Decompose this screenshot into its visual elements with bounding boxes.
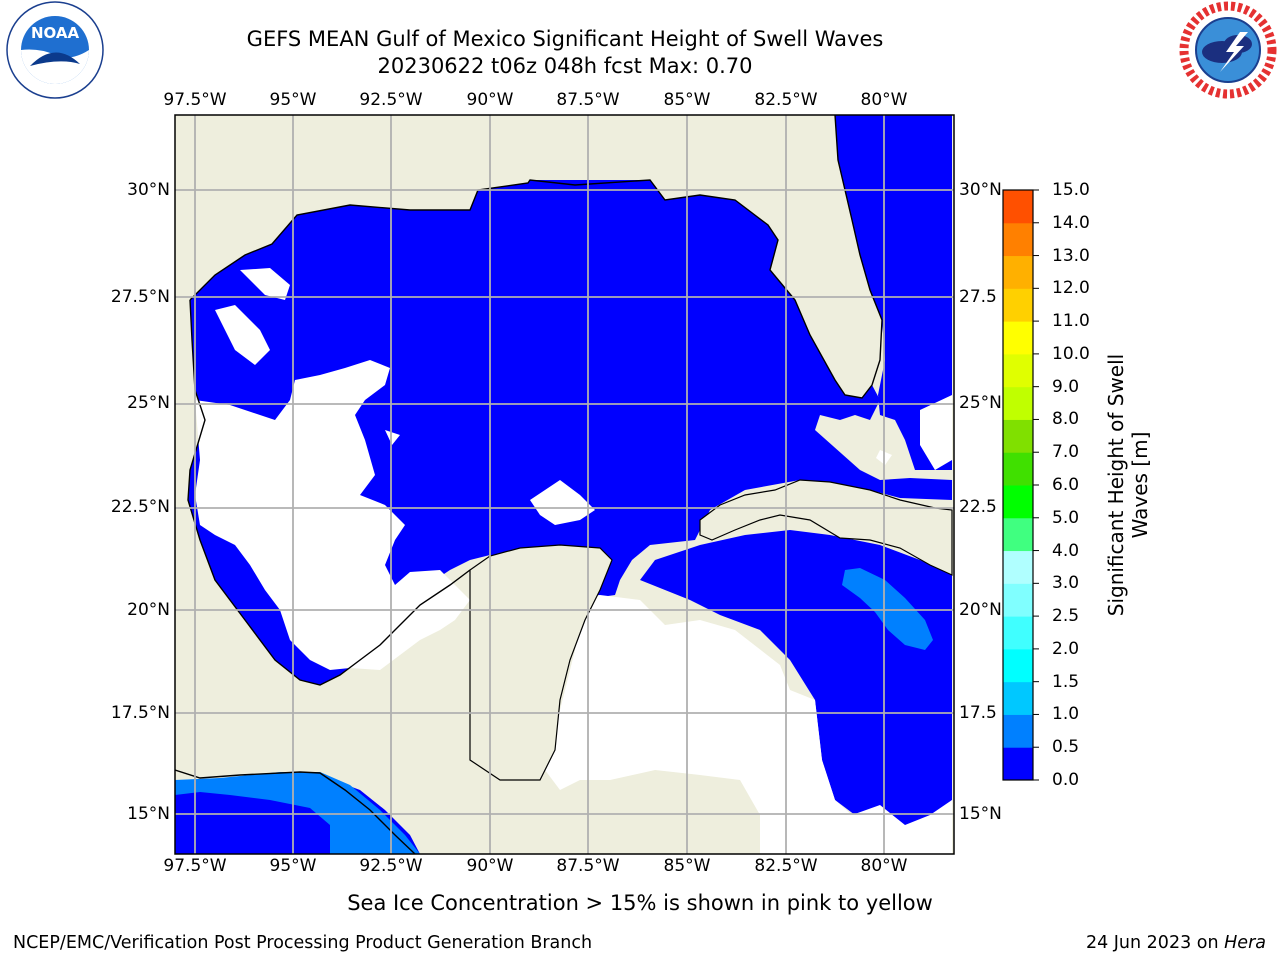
colorbar-segment: [1003, 288, 1033, 322]
nws-logo: [1179, 1, 1277, 99]
map-area: [175, 115, 954, 854]
colorbar-tick-label: 11.0: [1052, 311, 1090, 332]
colorbar-segment: [1003, 485, 1033, 519]
colorbar-tick-label: 0.5: [1052, 737, 1080, 758]
lon-label-bottom: 87.5°W: [556, 856, 620, 876]
lat-label-right: 20°N: [959, 600, 1002, 620]
colorbar-segment: [1003, 222, 1033, 257]
colorbar-segment: [1003, 648, 1033, 683]
colorbar-segment: [1003, 255, 1033, 289]
lat-label-left: 20°N: [127, 600, 170, 620]
lat-label-right: 22.5: [959, 497, 997, 517]
colorbar-segment: [1003, 550, 1033, 584]
lat-label-right: 27.5: [959, 287, 997, 307]
cuba: [699, 479, 953, 576]
generation-date: 24 Jun 2023 on Hera: [1086, 933, 1266, 953]
lon-label-bottom: 80°W: [860, 856, 908, 876]
colorbar-label: Significant Height of Swell Waves [m]: [1104, 353, 1152, 617]
colorbar-segment: [1003, 386, 1033, 420]
colorbar-segment: [1003, 616, 1033, 650]
lat-label-right: 17.5: [959, 703, 997, 723]
colorbar-tick-label: 2.0: [1052, 638, 1080, 659]
yucatan: [469, 544, 613, 781]
lat-label-right: 15°N: [959, 804, 1002, 824]
colorbar-segment: [1003, 583, 1033, 617]
colorbar-segment: [1003, 321, 1033, 355]
nodata-patches: [195, 268, 952, 854]
map-subtitle: 20230622 t06z 048h fcst Max: 0.70: [377, 54, 753, 78]
colorbar-segment: [1003, 681, 1033, 715]
lon-label-top: 97.5°W: [163, 90, 227, 110]
svg-text:NOAA: NOAA: [31, 24, 80, 42]
colorbar-tick-label: 12.0: [1052, 278, 1090, 299]
atlantic-water: [835, 115, 952, 470]
colorbar-tick-label: 15.0: [1052, 180, 1090, 200]
colorbar-segment: [1003, 419, 1033, 453]
colorbar-tick-label: 10.0: [1052, 343, 1090, 364]
colorbar-tick-label: 13.0: [1052, 245, 1090, 266]
colorbar-tick-label: 6.0: [1052, 475, 1080, 495]
lat-label-left: 27.5°N: [110, 287, 170, 307]
lon-label-top: 87.5°W: [556, 90, 620, 110]
coastlines: [175, 115, 883, 854]
lon-label-bottom: 95°W: [269, 856, 317, 876]
lon-label-top: 95°W: [269, 90, 317, 110]
map-frame: [174, 114, 955, 855]
map-title: GEFS MEAN Gulf of Mexico Significant Hei…: [246, 27, 884, 51]
lat-label-left: 30°N: [127, 180, 170, 200]
colorbar-tick-label: 14.0: [1052, 212, 1090, 233]
pacific-water-mid: [175, 772, 420, 854]
colorbar-segment: [1003, 190, 1033, 224]
lon-label-bottom: 85°W: [663, 856, 711, 876]
colorbar-tick-label: 7.0: [1052, 442, 1080, 463]
colorbar-tick-label: 0.0: [1052, 770, 1080, 790]
lon-label-bottom: 97.5°W: [163, 856, 227, 876]
colorbar-segment: [1003, 452, 1033, 486]
colorbar-tick-label: 4.0: [1052, 540, 1080, 561]
lon-label-top: 92.5°W: [359, 90, 423, 110]
colorbar-tick-label: 1.0: [1052, 704, 1080, 725]
lat-label-left: 15°N: [127, 804, 170, 824]
lon-label-bottom: 92.5°W: [359, 856, 423, 876]
lon-label-top: 90°W: [466, 90, 514, 110]
colorbar-segment: [1003, 517, 1033, 552]
lat-label-left: 17.5°N: [110, 703, 170, 723]
lat-label-right: 25°N: [959, 393, 1002, 413]
generation-date-text: 24 Jun 2023 on: [1085, 933, 1225, 953]
colorbar-segment: [1003, 714, 1033, 748]
colorbar-tick-label: 9.0: [1052, 376, 1080, 397]
lon-label-top: 85°W: [663, 90, 711, 110]
colorbar: [1003, 189, 1039, 781]
noaa-logo: NOAA: [6, 1, 104, 99]
lon-label-top: 82.5°W: [754, 90, 818, 110]
lat-label-left: 22.5°N: [110, 497, 170, 517]
colorbar-tick-label: 5.0: [1052, 507, 1080, 528]
lon-label-top: 80°W: [860, 90, 908, 110]
colorbar-tick-label: 3.0: [1052, 573, 1080, 594]
lon-label-bottom: 90°W: [466, 856, 514, 876]
colorbar-tick-label: 8.0: [1052, 409, 1080, 430]
producer-credit: NCEP/EMC/Verification Post Processing Pr…: [13, 933, 593, 953]
lat-label-left: 25°N: [127, 393, 170, 413]
lon-label-bottom: 82.5°W: [754, 856, 818, 876]
colorbar-tick-label: 1.5: [1052, 671, 1080, 692]
colorbar-segment: [1003, 353, 1033, 388]
lat-label-right: 30°N: [959, 180, 1002, 200]
colorbar-segment: [1003, 747, 1033, 781]
colorbar-tick-label: 2.5: [1052, 606, 1080, 627]
caribbean-swell-mid: [842, 568, 933, 650]
host-name: Hera: [1224, 933, 1266, 953]
graticule: [175, 115, 954, 854]
sea-ice-note: Sea Ice Concentration > 15% is shown in …: [347, 891, 933, 915]
colorbar-frame: [1002, 189, 1034, 781]
